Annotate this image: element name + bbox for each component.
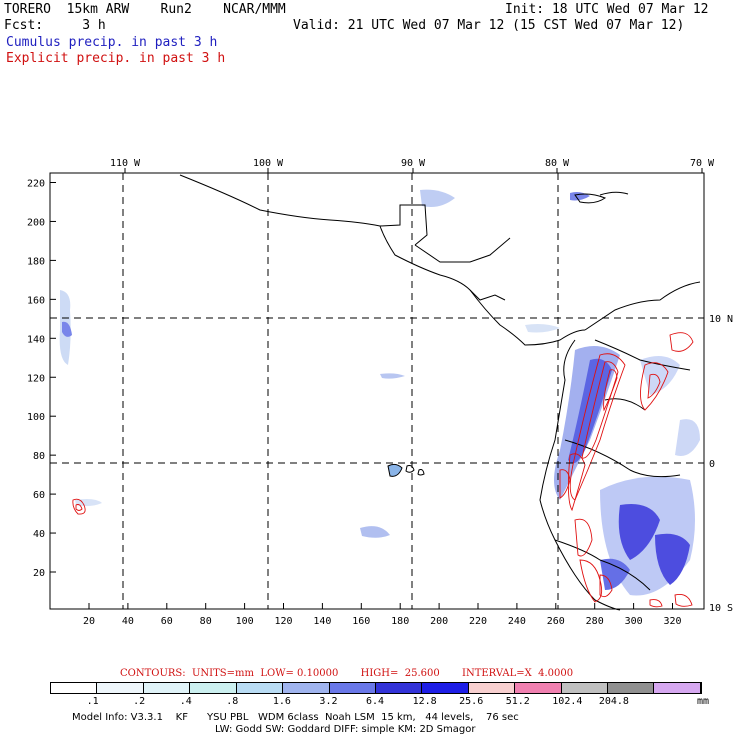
cumulus-legend: Cumulus precip. in past 3 h <box>6 35 218 50</box>
run-title: TORERO 15km ARW Run2 NCAR/MMM <box>4 2 286 17</box>
latitude-label: 10 N <box>709 314 733 325</box>
colorbar-swatch <box>468 683 516 693</box>
axis-ticks: 20 40 60 80 100 120 140 160 180 200 220 240 260 280 30… <box>27 158 733 627</box>
y-tick-label: 100 <box>27 412 45 423</box>
contour-info: CONTOURS: UNITS=mm LOW= 0.10000 HIGH= 25… <box>120 668 574 679</box>
longitude-label: 80 W <box>545 158 570 169</box>
y-tick-label: 140 <box>27 334 45 345</box>
latlon-grid <box>50 173 704 609</box>
y-tick-label: 60 <box>33 490 45 501</box>
y-tick-label: 180 <box>27 256 45 267</box>
longitude-label: 110 W <box>110 158 141 169</box>
x-tick-label: 220 <box>469 616 487 627</box>
x-tick-label: 160 <box>352 616 370 627</box>
colorbar-label: .4 <box>179 696 192 707</box>
colorbar-label: 6.4 <box>366 696 385 707</box>
explicit-legend: Explicit precip. in past 3 h <box>6 51 226 66</box>
init-time: Init: 18 UTC Wed 07 Mar 12 <box>505 2 709 17</box>
colorbar-label: .1 <box>86 696 99 707</box>
colorbar-label: .8 <box>226 696 239 707</box>
x-tick-label: 60 <box>161 616 173 627</box>
x-tick-label: 20 <box>83 616 95 627</box>
x-tick-label: 120 <box>274 616 292 627</box>
cumulus-precip-shading <box>59 189 700 596</box>
colorbar-label: 25.6 <box>459 696 484 707</box>
y-tick-label: 20 <box>33 568 45 579</box>
map-frame <box>49 172 705 610</box>
valid-time: Valid: 21 UTC Wed 07 Mar 12 (15 CST Wed … <box>293 18 685 33</box>
y-tick-label: 160 <box>27 295 45 306</box>
x-tick-label: 300 <box>625 616 643 627</box>
colorbar-swatch <box>422 683 469 693</box>
colorbar-label: 3.2 <box>319 696 338 707</box>
colorbar-swatch <box>283 683 330 693</box>
x-tick-label: 80 <box>200 616 212 627</box>
latitude-label: 0 <box>709 459 715 470</box>
colorbar-label: 102.4 <box>552 696 583 707</box>
y-tick-label: 220 <box>27 179 45 190</box>
longitude-label: 70 W <box>690 158 715 169</box>
x-tick-label: 260 <box>547 616 565 627</box>
colorbar-swatch <box>236 683 284 693</box>
x-tick-label: 180 <box>391 616 409 627</box>
colorbar-swatch <box>190 683 237 693</box>
precip-colorbar <box>50 682 702 694</box>
colorbar-swatch <box>143 683 191 693</box>
longitude-label: 90 W <box>401 158 426 169</box>
x-tick-label: 320 <box>663 616 681 627</box>
forecast-hour: Fcst: 3 h <box>4 18 106 33</box>
x-tick-label: 200 <box>430 616 448 627</box>
x-tick-label: 100 <box>236 616 254 627</box>
physics-info: LW: Godd SW: Goddard DIFF: simple KM: 2D… <box>215 724 476 735</box>
y-tick-label: 120 <box>27 373 45 384</box>
colorbar-swatch <box>375 683 423 693</box>
colorbar-labels: .1 .2 .4 .8 1.6 3.2 6.4 12.8 25.6 51.2 102.4 204.8 <box>0 696 740 710</box>
x-tick-label: 40 <box>122 616 134 627</box>
y-tick-label: 80 <box>33 451 45 462</box>
y-tick-label: 200 <box>27 217 45 228</box>
longitude-label: 100 W <box>253 158 284 169</box>
colorbar-swatch <box>561 683 609 693</box>
colorbar-label: .2 <box>133 696 146 707</box>
colorbar-label: 12.8 <box>412 696 437 707</box>
x-tick-label: 280 <box>586 616 604 627</box>
colorbar-unit: mm <box>697 696 710 707</box>
latitude-label: 10 S <box>709 603 733 614</box>
colorbar-label: 51.2 <box>505 696 530 707</box>
colorbar-swatch <box>97 683 144 693</box>
colorbar-swatch <box>51 683 98 693</box>
model-info: Model Info: V3.3.1 KF YSU PBL WDM 6class… <box>72 712 519 723</box>
colorbar-swatch <box>515 683 562 693</box>
x-tick-label: 140 <box>313 616 331 627</box>
colorbar-swatch <box>608 683 655 693</box>
colorbar-label: 1.6 <box>272 696 291 707</box>
x-tick-label: 240 <box>508 616 526 627</box>
y-tick-label: 40 <box>33 529 45 540</box>
coastlines <box>179 174 701 611</box>
colorbar-label: 204.8 <box>598 696 629 707</box>
explicit-precip-contours <box>72 332 694 608</box>
colorbar-swatch <box>654 683 701 693</box>
colorbar-swatch <box>329 683 376 693</box>
